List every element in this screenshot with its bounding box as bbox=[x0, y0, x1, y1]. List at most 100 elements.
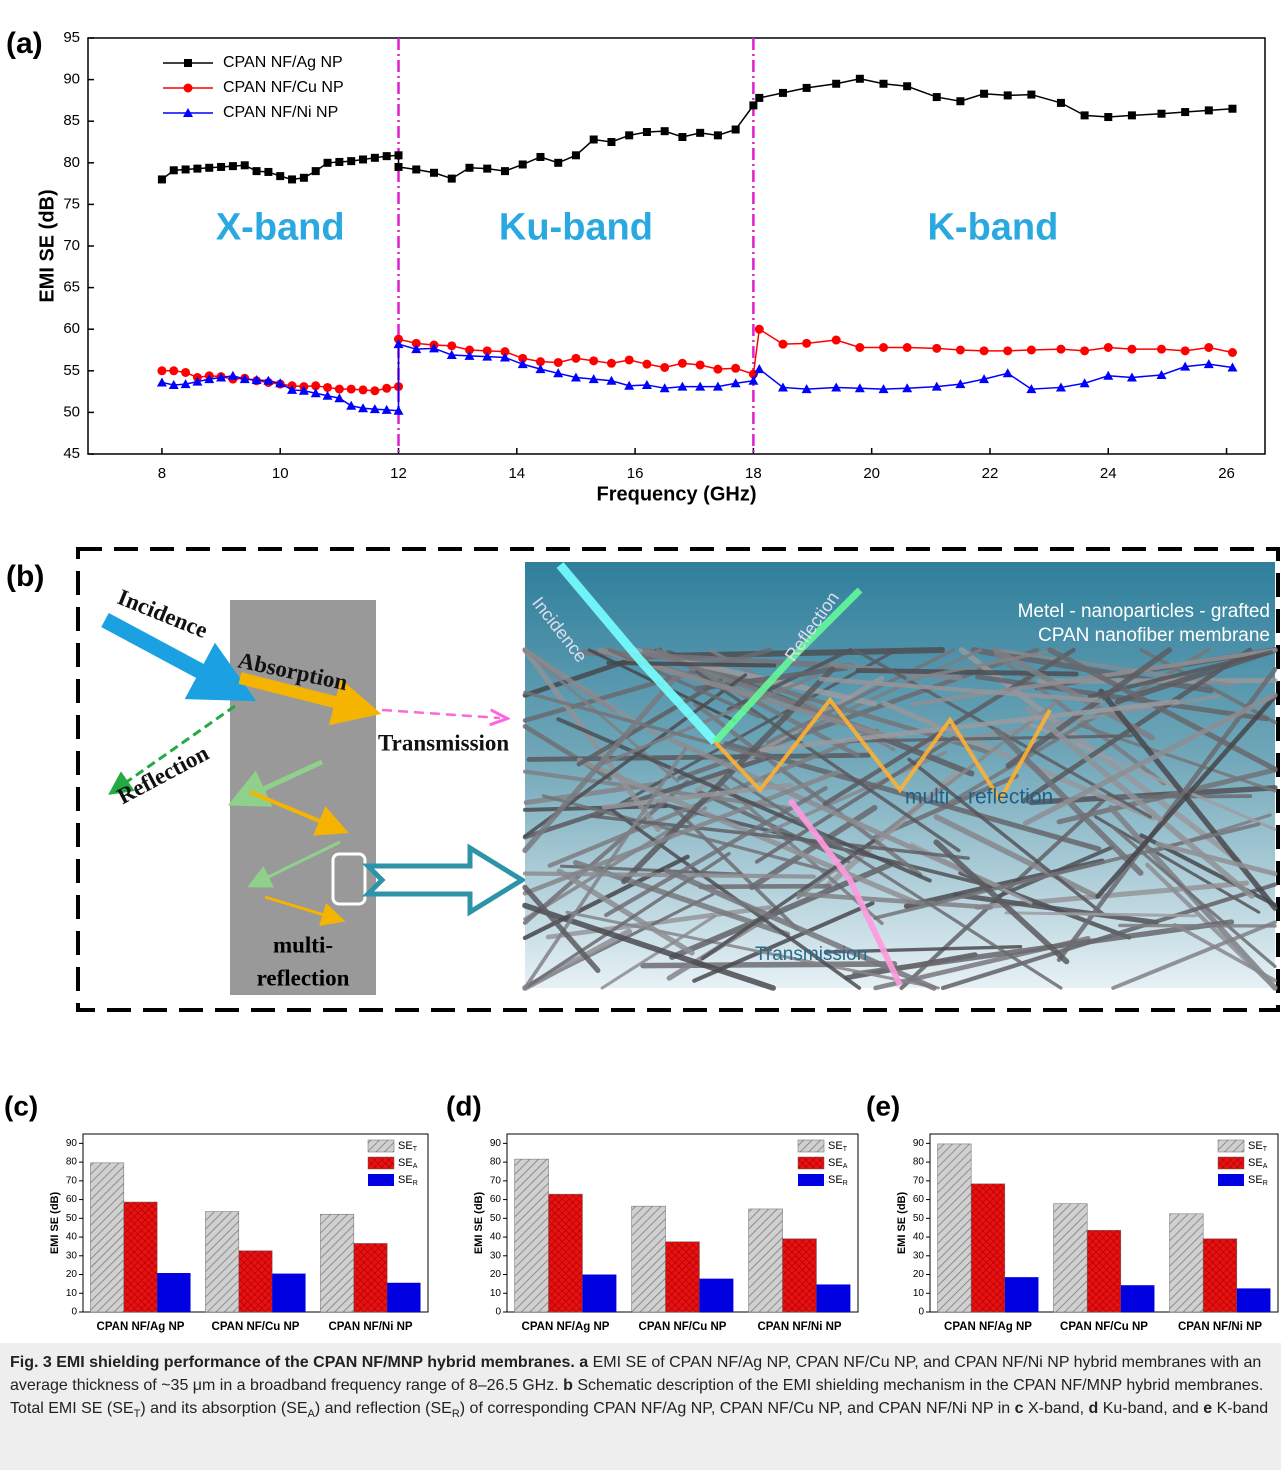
legend-label-sub: A bbox=[1263, 1163, 1268, 1170]
bar bbox=[816, 1284, 851, 1312]
marker bbox=[205, 163, 214, 172]
marker bbox=[902, 343, 912, 353]
absorption-arrow bbox=[238, 672, 382, 726]
fiber bbox=[655, 647, 860, 758]
marker bbox=[802, 338, 812, 348]
y-tick-label: 0 bbox=[495, 1307, 501, 1318]
series-line bbox=[161, 343, 1233, 412]
bar bbox=[937, 1143, 972, 1313]
marker bbox=[879, 79, 888, 88]
marker bbox=[347, 157, 356, 166]
fiber bbox=[556, 717, 932, 883]
x-tick-label: 16 bbox=[627, 465, 644, 482]
beam-incidence bbox=[556, 562, 719, 746]
marker bbox=[517, 359, 528, 369]
marker bbox=[606, 375, 617, 385]
fiber bbox=[822, 770, 959, 891]
x-tick-label: 14 bbox=[508, 465, 525, 482]
caption-run: K-band bbox=[1212, 1400, 1269, 1417]
y-tick-label: 60 bbox=[913, 1194, 925, 1205]
marker bbox=[712, 381, 723, 391]
marker bbox=[831, 382, 842, 392]
fiber bbox=[1155, 841, 1278, 877]
marker bbox=[298, 385, 309, 395]
caption-run: Schematic description of the EMI shieldi… bbox=[10, 1377, 1264, 1417]
x-tick-label: CPAN NF/Ni NP bbox=[757, 1321, 841, 1333]
marker bbox=[204, 374, 215, 384]
fiber bbox=[522, 674, 679, 854]
marker bbox=[346, 384, 356, 394]
marker bbox=[482, 351, 493, 361]
fiber bbox=[604, 786, 828, 918]
fiber bbox=[606, 660, 777, 668]
marker bbox=[334, 393, 345, 403]
marker bbox=[659, 383, 670, 393]
fiber bbox=[522, 884, 601, 974]
marker bbox=[1227, 362, 1238, 372]
marker bbox=[831, 335, 841, 345]
legend-marker bbox=[183, 108, 193, 117]
legend-label: SET bbox=[1248, 1140, 1268, 1153]
bar bbox=[1236, 1288, 1271, 1312]
legend-label-main: SE bbox=[398, 1174, 413, 1186]
marker bbox=[1227, 347, 1237, 357]
multi-reflection-label: reflection bbox=[257, 965, 350, 990]
marker bbox=[412, 165, 421, 174]
legend-label-main: SE bbox=[828, 1174, 843, 1186]
x-tick-label: CPAN NF/Ni NP bbox=[1178, 1321, 1262, 1333]
band-label: X-band bbox=[216, 206, 345, 248]
y-tick-label: 50 bbox=[66, 1213, 78, 1224]
marker bbox=[1026, 384, 1037, 394]
y-tick-label: 30 bbox=[66, 1250, 78, 1261]
bar bbox=[1053, 1203, 1088, 1313]
marker bbox=[1003, 346, 1013, 356]
x-tick-label: 20 bbox=[863, 465, 880, 482]
legend-label-main: SE bbox=[1248, 1174, 1263, 1186]
marker bbox=[482, 346, 492, 356]
marker bbox=[832, 79, 841, 88]
bar bbox=[631, 1205, 666, 1313]
render-title: Metel - nanoparticles - grafted bbox=[1018, 601, 1270, 622]
x-tick-label: CPAN NF/Cu NP bbox=[639, 1321, 727, 1333]
x-tick-label: CPAN NF/Ag NP bbox=[944, 1321, 1032, 1333]
bar bbox=[320, 1213, 355, 1313]
fiber bbox=[1022, 647, 1253, 803]
marker bbox=[554, 158, 563, 167]
bar bbox=[699, 1278, 734, 1312]
band-label: K-band bbox=[927, 206, 1058, 248]
marker bbox=[589, 356, 599, 366]
marker bbox=[902, 383, 913, 393]
marker bbox=[1080, 111, 1089, 120]
marker bbox=[430, 168, 439, 177]
legend-label-sub: T bbox=[1263, 1146, 1268, 1153]
marker bbox=[748, 375, 759, 385]
y-tick-label: 90 bbox=[66, 1138, 78, 1149]
caption-run: X-band, bbox=[1023, 1400, 1089, 1417]
y-tick-label: 20 bbox=[66, 1269, 78, 1280]
marker bbox=[606, 358, 616, 368]
fiber bbox=[1098, 688, 1278, 911]
fiber bbox=[692, 901, 875, 983]
legend-swatch bbox=[367, 1139, 395, 1153]
bar bbox=[1169, 1213, 1204, 1313]
marker bbox=[411, 338, 421, 348]
marker bbox=[358, 403, 369, 413]
marker bbox=[518, 160, 527, 169]
bar bbox=[123, 1201, 158, 1313]
legend-label-main: SE bbox=[1248, 1157, 1263, 1169]
marker bbox=[1003, 91, 1012, 100]
marker bbox=[370, 153, 379, 162]
marker bbox=[903, 82, 912, 91]
x-tick-label: 10 bbox=[272, 465, 289, 482]
marker bbox=[370, 386, 380, 396]
fiber bbox=[576, 678, 723, 767]
marker bbox=[855, 74, 864, 83]
fiber bbox=[700, 838, 876, 961]
fiber bbox=[600, 674, 819, 766]
marker bbox=[553, 368, 564, 378]
bar bbox=[548, 1193, 583, 1313]
marker bbox=[1103, 343, 1113, 353]
legend-label-sub: R bbox=[1263, 1180, 1268, 1187]
bar bbox=[205, 1211, 240, 1313]
legend-swatch bbox=[1217, 1139, 1245, 1153]
